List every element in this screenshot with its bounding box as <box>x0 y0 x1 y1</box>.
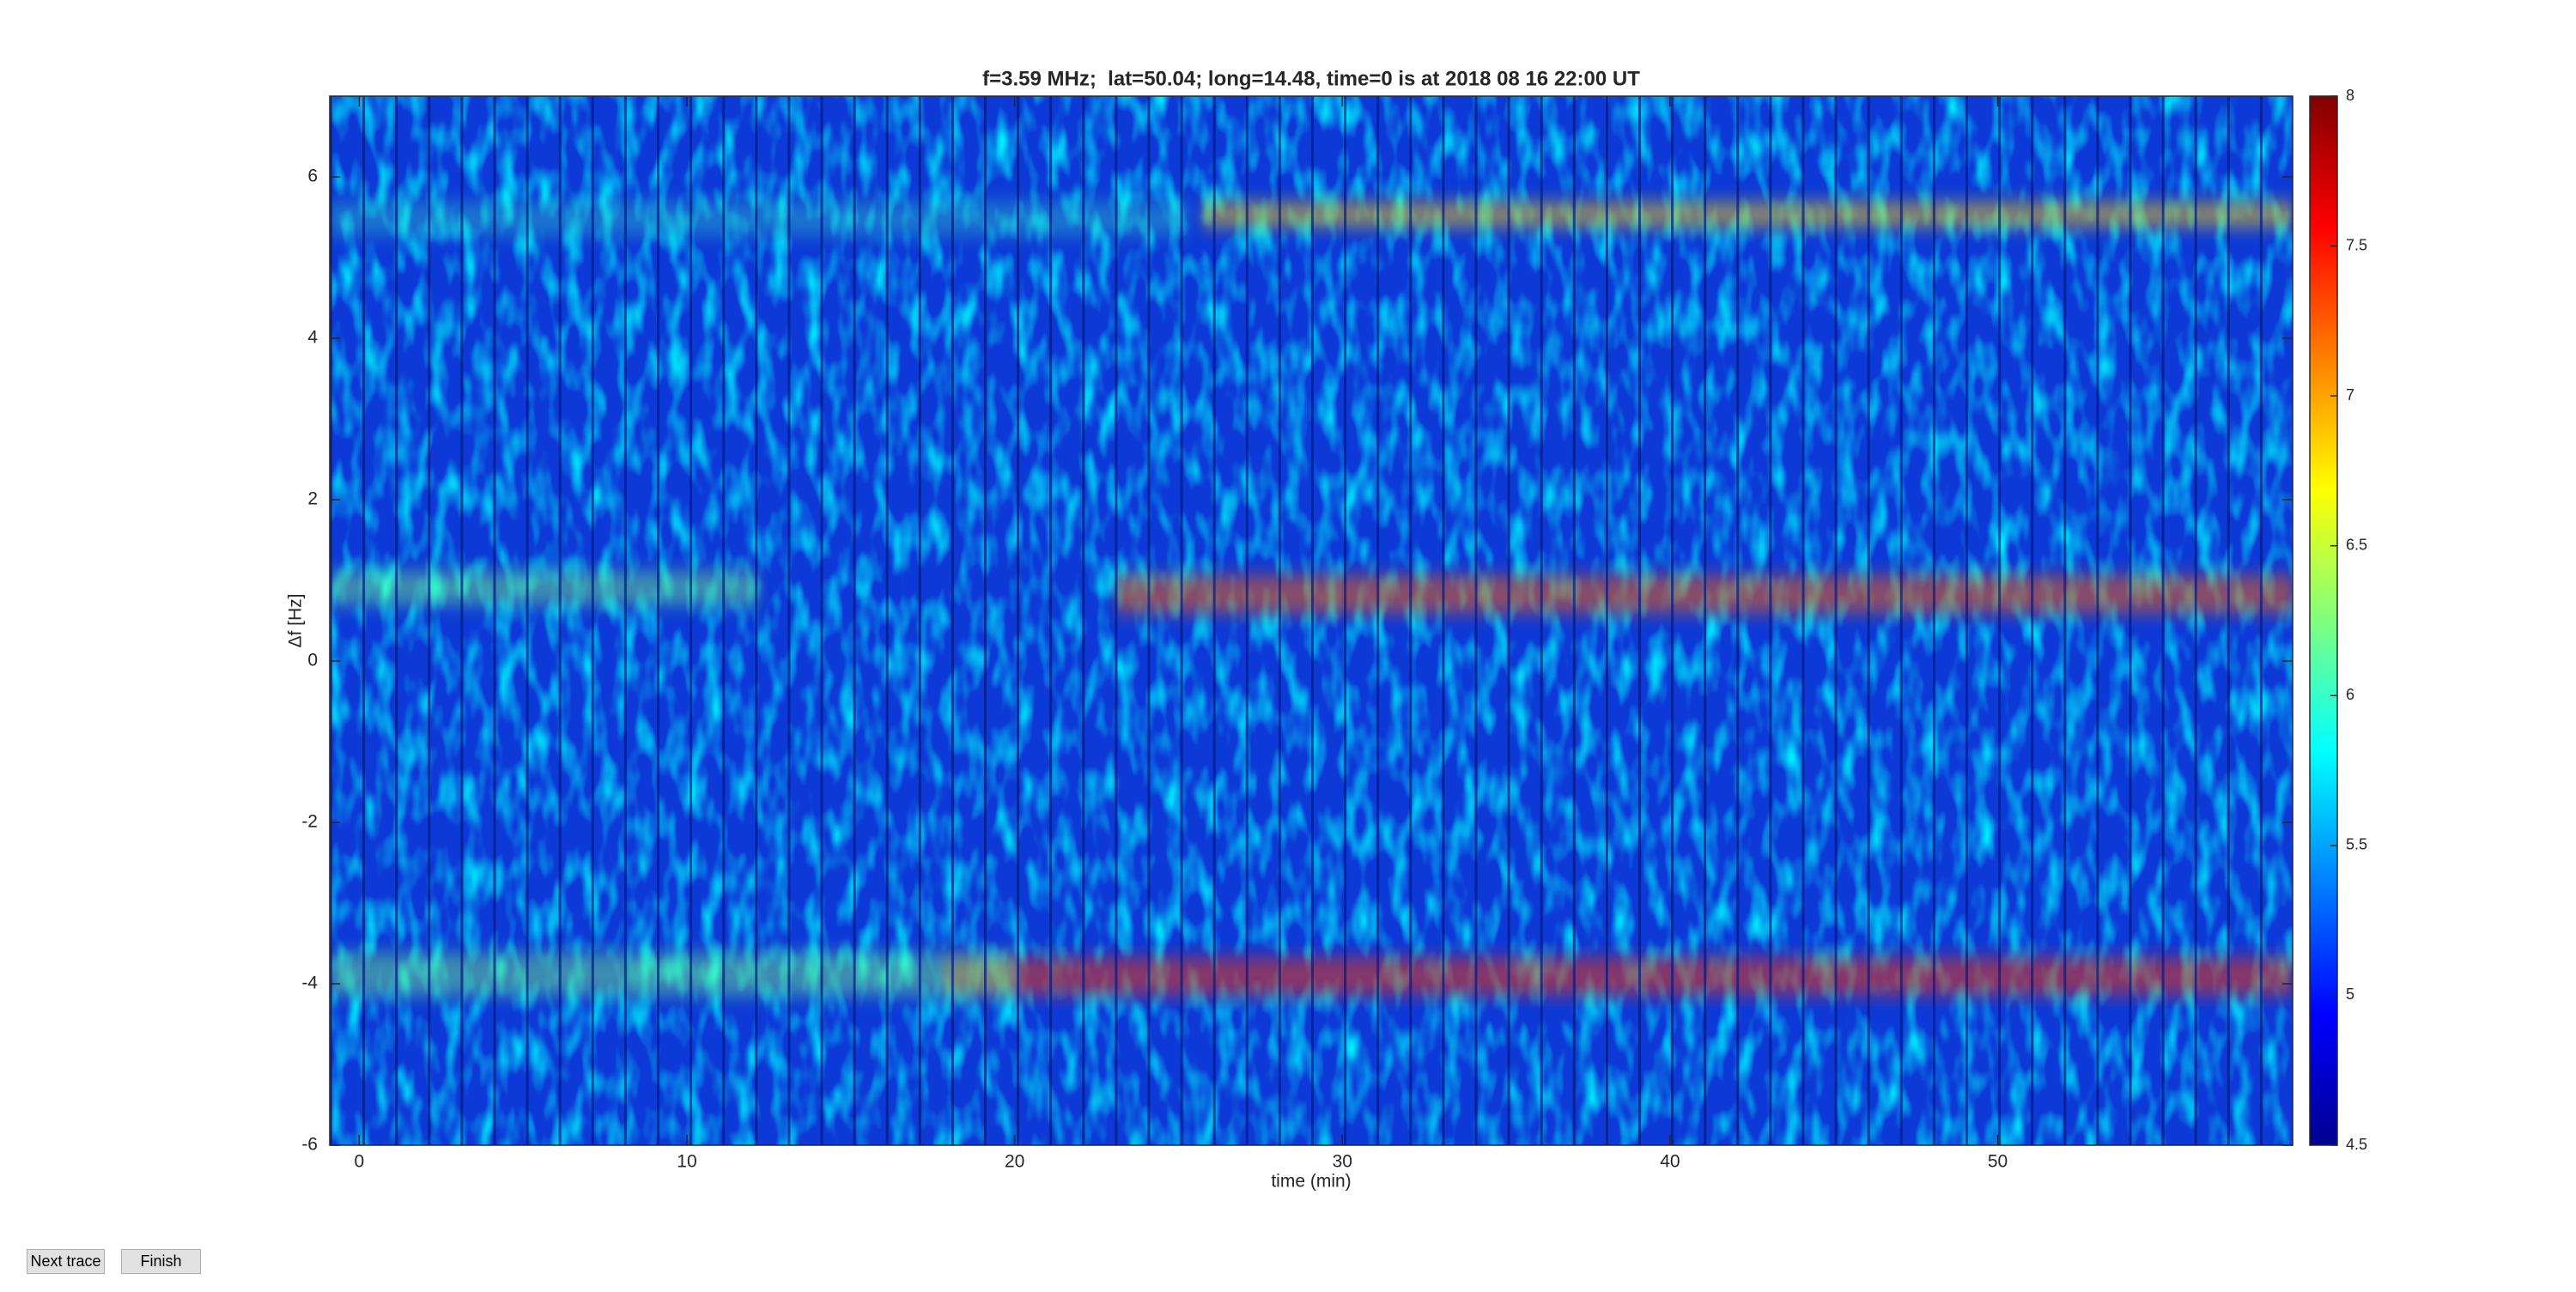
y-axis-label: Δf [Hz] <box>286 593 306 647</box>
y-tick-label: -2 <box>301 812 318 832</box>
x-tick-label: 50 <box>1988 1152 2008 1172</box>
colorbar-tick-label: 6.5 <box>2346 536 2367 553</box>
colorbar-tick-label: 7 <box>2346 386 2354 403</box>
x-tick-label: 0 <box>355 1152 365 1172</box>
next-trace-button[interactable]: Next trace <box>27 1249 105 1274</box>
chart-title: f=3.59 MHz; lat=50.04; long=14.48, time=… <box>982 67 1640 90</box>
colorbar <box>2309 95 2338 1146</box>
colorbar-tick-label: 5.5 <box>2346 836 2367 853</box>
y-tick-label: -4 <box>301 974 318 993</box>
colorbar-tick-label: 5 <box>2346 986 2354 1003</box>
spectrogram <box>330 96 2293 1145</box>
colorbar-tick-label: 7.5 <box>2346 236 2367 253</box>
colorbar-tick-label: 4.5 <box>2346 1136 2367 1153</box>
y-tick-label: 2 <box>307 489 318 509</box>
colorbar-tick-label: 6 <box>2346 686 2354 703</box>
colorbar-tick-label: 8 <box>2346 87 2354 104</box>
figure: f=3.59 MHz; lat=50.04; long=14.48, time=… <box>286 67 2367 1192</box>
axes-box <box>329 95 2293 1146</box>
y-tick-label: 4 <box>307 328 318 348</box>
x-tick-label: 40 <box>1660 1152 1680 1172</box>
x-tick-label: 20 <box>1005 1152 1024 1172</box>
finish-button[interactable]: Finish <box>121 1249 201 1274</box>
x-axis-label: time (min) <box>1271 1172 1351 1192</box>
y-tick-label: -6 <box>301 1135 318 1155</box>
x-tick-label: 30 <box>1333 1152 1352 1172</box>
y-tick-label: 0 <box>307 651 318 670</box>
y-tick-label: 6 <box>307 167 318 186</box>
x-tick-label: 10 <box>677 1152 696 1172</box>
